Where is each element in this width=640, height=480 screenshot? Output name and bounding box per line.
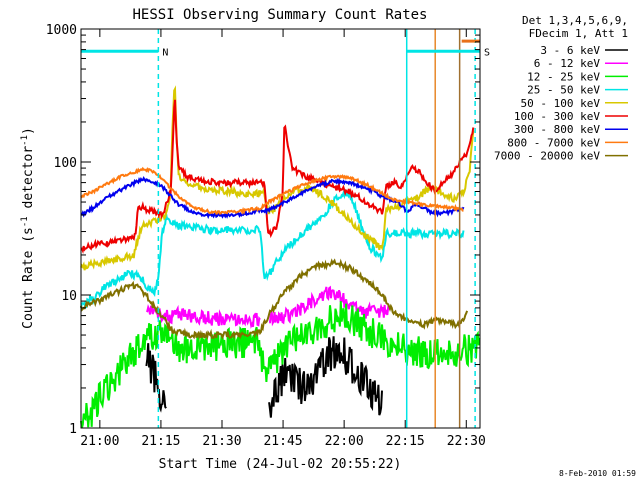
series-line	[80, 175, 465, 220]
legend-label: 50 - 100 keV	[521, 97, 601, 110]
legend-label: 800 - 7000 keV	[507, 136, 600, 149]
y-label-part: )	[21, 127, 36, 135]
x-tick-label: 22:30	[447, 434, 486, 449]
series-line	[145, 336, 383, 418]
series-line	[80, 99, 475, 254]
chart-title: HESSI Observing Summary Count Rates	[132, 7, 427, 23]
y-tick-label: 10	[61, 289, 77, 304]
plot-frame	[80, 28, 481, 429]
legend-label: 300 - 800 keV	[514, 123, 600, 136]
x-tick-label: 21:30	[202, 434, 241, 449]
series-line	[80, 258, 469, 341]
x-tick-label: 22:00	[325, 434, 364, 449]
axis-layer: 21:00 21:15 21:30 21:45 22:00 22:15 22:30 1 10 10…	[46, 23, 486, 449]
y-tick-label: 1000	[46, 23, 77, 38]
x-axis-label: Start Time (24-Jul-02 20:55:22)	[159, 457, 402, 472]
x-tick-label: 21:45	[263, 434, 302, 449]
series-layer	[80, 85, 481, 429]
x-tick-label: 21:00	[80, 434, 119, 449]
y-label-exponent: -1	[20, 135, 30, 146]
footer-timestamp: 8-Feb-2010 01:59	[559, 469, 636, 478]
series-line	[145, 285, 391, 329]
legend: Det 1,3,4,5,6,9, FDecim 1, Att 1 3 - 6 k…	[494, 14, 628, 163]
legend-label: 12 - 25 keV	[527, 70, 600, 83]
legend-label: 7000 - 20000 keV	[494, 150, 600, 163]
y-label-part: Count Rate (s	[21, 227, 36, 329]
legend-label: 25 - 50 keV	[527, 84, 600, 97]
y-tick-label: 100	[54, 156, 77, 171]
legend-header-line: Det 1,3,4,5,6,9,	[522, 14, 628, 27]
bar-label: S	[484, 47, 490, 58]
legend-label: 3 - 6 keV	[540, 44, 600, 57]
y-axis-label: Count Rate (s-1 detector-1)	[20, 127, 36, 329]
legend-label: 100 - 300 keV	[514, 110, 600, 123]
legend-label: 6 - 12 keV	[534, 57, 601, 70]
x-tick-label: 22:15	[386, 434, 425, 449]
series-line	[80, 166, 464, 215]
x-tick-label: 21:15	[141, 434, 180, 449]
y-tick-label: 1	[69, 422, 77, 437]
y-label-part: detector	[21, 146, 36, 217]
series-line	[80, 301, 481, 429]
legend-header-line: FDecim 1, Att 1	[529, 27, 628, 40]
bar-label: N	[162, 47, 168, 58]
series-line	[80, 189, 465, 310]
y-label-exponent: -1	[20, 216, 30, 227]
